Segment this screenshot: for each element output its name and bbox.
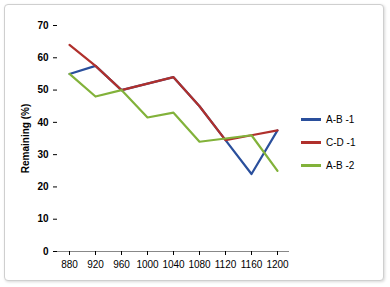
html-text:A-B -1: A-B -1 bbox=[326, 114, 355, 125]
svg-text:0: 0 bbox=[43, 245, 49, 256]
svg-text:30: 30 bbox=[37, 148, 49, 159]
svg-text:Remaining (%): Remaining (%) bbox=[20, 103, 31, 172]
svg-text:20: 20 bbox=[37, 181, 49, 192]
svg-text:1200: 1200 bbox=[266, 258, 289, 269]
svg-text:1120: 1120 bbox=[215, 258, 237, 269]
svg-text:880: 880 bbox=[61, 258, 78, 269]
svg-text:10: 10 bbox=[37, 213, 49, 224]
svg-text:1040: 1040 bbox=[162, 258, 185, 269]
html-text:C-D -1: C-D -1 bbox=[326, 137, 356, 148]
svg-text:40: 40 bbox=[37, 116, 49, 127]
svg-text:920: 920 bbox=[87, 258, 104, 269]
svg-text:1000: 1000 bbox=[136, 258, 159, 269]
svg-text:50: 50 bbox=[37, 84, 49, 95]
svg-text:1080: 1080 bbox=[188, 258, 211, 269]
svg-text:1160: 1160 bbox=[241, 258, 263, 269]
svg-text:60: 60 bbox=[37, 51, 49, 62]
html-text:A-B -2: A-B -2 bbox=[326, 160, 355, 171]
svg-text:960: 960 bbox=[113, 258, 130, 269]
svg-text:70: 70 bbox=[37, 19, 49, 30]
